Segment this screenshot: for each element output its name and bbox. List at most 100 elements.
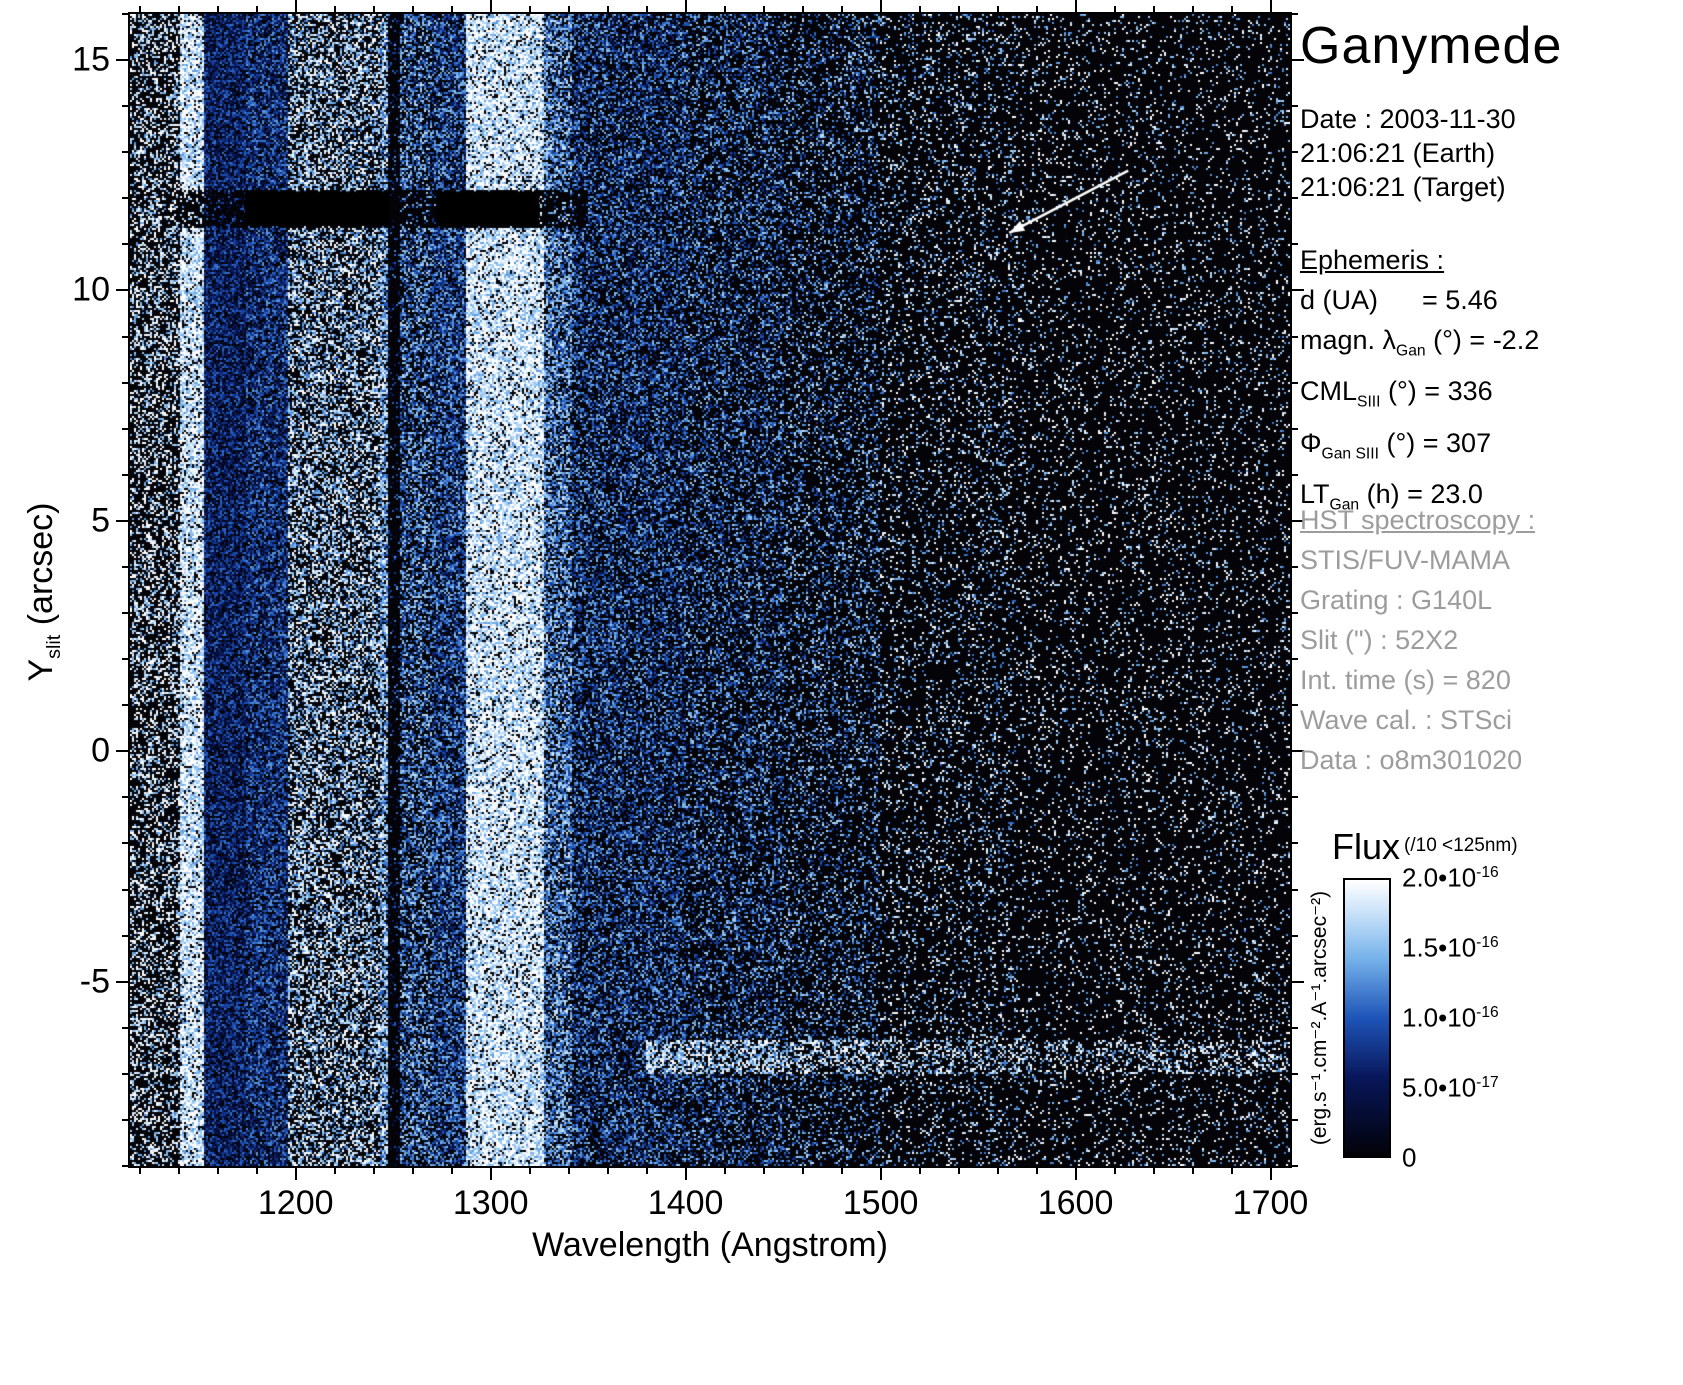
y-tick-right (1292, 796, 1298, 799)
x-tick (723, 1168, 726, 1174)
x-tick-label: 1500 (842, 1184, 919, 1222)
x-tick (450, 1168, 453, 1174)
y-tick-right (1292, 704, 1298, 707)
y-tick (122, 842, 128, 845)
y-tick (122, 934, 128, 937)
x-tick-top (723, 6, 726, 12)
spectral-image-canvas (130, 14, 1290, 1166)
x-tick-label: 1200 (257, 1184, 334, 1222)
flux-note: (/10 <125nm) (1404, 835, 1518, 856)
x-tick-label: 1700 (1232, 1184, 1309, 1222)
y-tick-right (1292, 59, 1304, 62)
lt-value: (h) = 23.0 (1359, 479, 1483, 510)
y-tick (122, 473, 128, 476)
y-axis-label: Yslit (arcsec) (22, 442, 65, 742)
colorbar-tick-label: 0 (1402, 1142, 1417, 1173)
y-tick (122, 1072, 128, 1075)
x-tick-label: 1300 (452, 1184, 529, 1222)
x-tick (762, 1168, 765, 1174)
lt-sub: Gan (1329, 496, 1360, 514)
y-tick (122, 565, 128, 568)
y-tick-right (1292, 565, 1298, 568)
data-id-line: Data : o8m301020 (1300, 745, 1523, 775)
x-tick (333, 1168, 336, 1174)
x-tick-top (255, 6, 258, 12)
x-tick (177, 1168, 180, 1174)
x-tick (1191, 1168, 1194, 1174)
x-tick (1269, 1168, 1272, 1180)
y-tick-right (1292, 105, 1298, 108)
y-tick-right (1292, 1118, 1298, 1121)
x-tick-top (918, 6, 921, 12)
colorbar-frame (1343, 878, 1391, 1158)
x-tick-top (528, 6, 531, 12)
y-tick-right (1292, 612, 1298, 615)
x-tick (255, 1168, 258, 1174)
x-tick (918, 1168, 921, 1174)
y-tick (122, 1165, 128, 1167)
x-tick (957, 1168, 960, 1174)
x-tick-top (489, 0, 492, 12)
y-tick-label: 5 (91, 501, 110, 540)
cml-sub: SIII (1357, 393, 1381, 411)
colorbar-tick-label: 1.0•10-16 (1402, 1002, 1499, 1033)
x-tick-top (450, 6, 453, 12)
y-tick (122, 888, 128, 891)
x-tick-top (840, 6, 843, 12)
x-tick-top (645, 6, 648, 12)
y-tick (116, 59, 128, 62)
flux-label: Flux (1332, 826, 1401, 867)
y-tick (122, 197, 128, 200)
colorbar-tick-exponent: -17 (1476, 1073, 1499, 1091)
x-tick-top (1191, 6, 1194, 12)
x-tick (879, 1168, 882, 1180)
x-tick (1035, 1168, 1038, 1174)
hst-spectroscopy-block: HST spectroscopy : STIS/FUV-MAMA Grating… (1300, 500, 1535, 780)
x-tick-top (1269, 0, 1272, 12)
y-tick (122, 381, 128, 384)
y-tick-label: -5 (79, 962, 110, 1001)
x-tick-top (216, 6, 219, 12)
y-tick-label: 0 (91, 731, 110, 770)
colorbar-gradient (1345, 880, 1389, 1156)
y-tick-right (1292, 888, 1298, 891)
phase-value: (°) = 307 (1378, 427, 1492, 458)
x-axis-label: Wavelength (Angstrom) (532, 1226, 888, 1264)
y-tick (116, 980, 128, 983)
grating-line: Grating : G140L (1300, 585, 1493, 615)
x-tick (567, 1168, 570, 1174)
y-tick-right (1292, 335, 1298, 338)
x-tick (411, 1168, 414, 1174)
x-tick-top (1152, 6, 1155, 12)
y-tick (116, 289, 128, 292)
y-tick-right (1292, 13, 1298, 15)
wave-cal-line: Wave cal. : STSci (1300, 705, 1513, 735)
x-tick-top (1074, 0, 1077, 12)
y-tick (122, 612, 128, 615)
x-tick-top (411, 6, 414, 12)
hst-heading: HST spectroscopy : (1300, 505, 1536, 535)
y-tick-right (1292, 980, 1304, 983)
x-tick-top (372, 6, 375, 12)
ephemeris-block: Ephemeris : d (UA) = 5.46 magn. λGan (°) … (1300, 240, 1539, 526)
colorbar-tick-exponent: -16 (1476, 933, 1499, 951)
x-tick-top (1113, 6, 1116, 12)
y-tick (122, 105, 128, 108)
colorbar-tick-exponent: -16 (1476, 863, 1499, 881)
y-tick (122, 1026, 128, 1029)
x-tick (489, 1168, 492, 1180)
colorbar-units-label: (erg.s⁻¹.cm⁻².A⁻¹.arcsec⁻²) (1308, 890, 1331, 1146)
colorbar-title: Flux (/10 <125nm) (1332, 826, 1518, 868)
y-tick (122, 704, 128, 707)
x-tick-top (801, 6, 804, 12)
y-axis-label-sub: slit (42, 634, 65, 659)
x-tick-top (879, 0, 882, 12)
colorbar-tick-exponent: -16 (1476, 1003, 1499, 1021)
y-tick-right (1292, 197, 1298, 200)
y-tick-right (1292, 1072, 1298, 1075)
phase-sub: Gan SIII (1321, 445, 1379, 463)
local-time-line: LTGan (h) = 23.0 (1300, 474, 1539, 525)
lt-label: LT (1300, 479, 1330, 510)
instrument-line: STIS/FUV-MAMA (1300, 545, 1511, 575)
magn-label: magn. λ (1300, 325, 1397, 355)
